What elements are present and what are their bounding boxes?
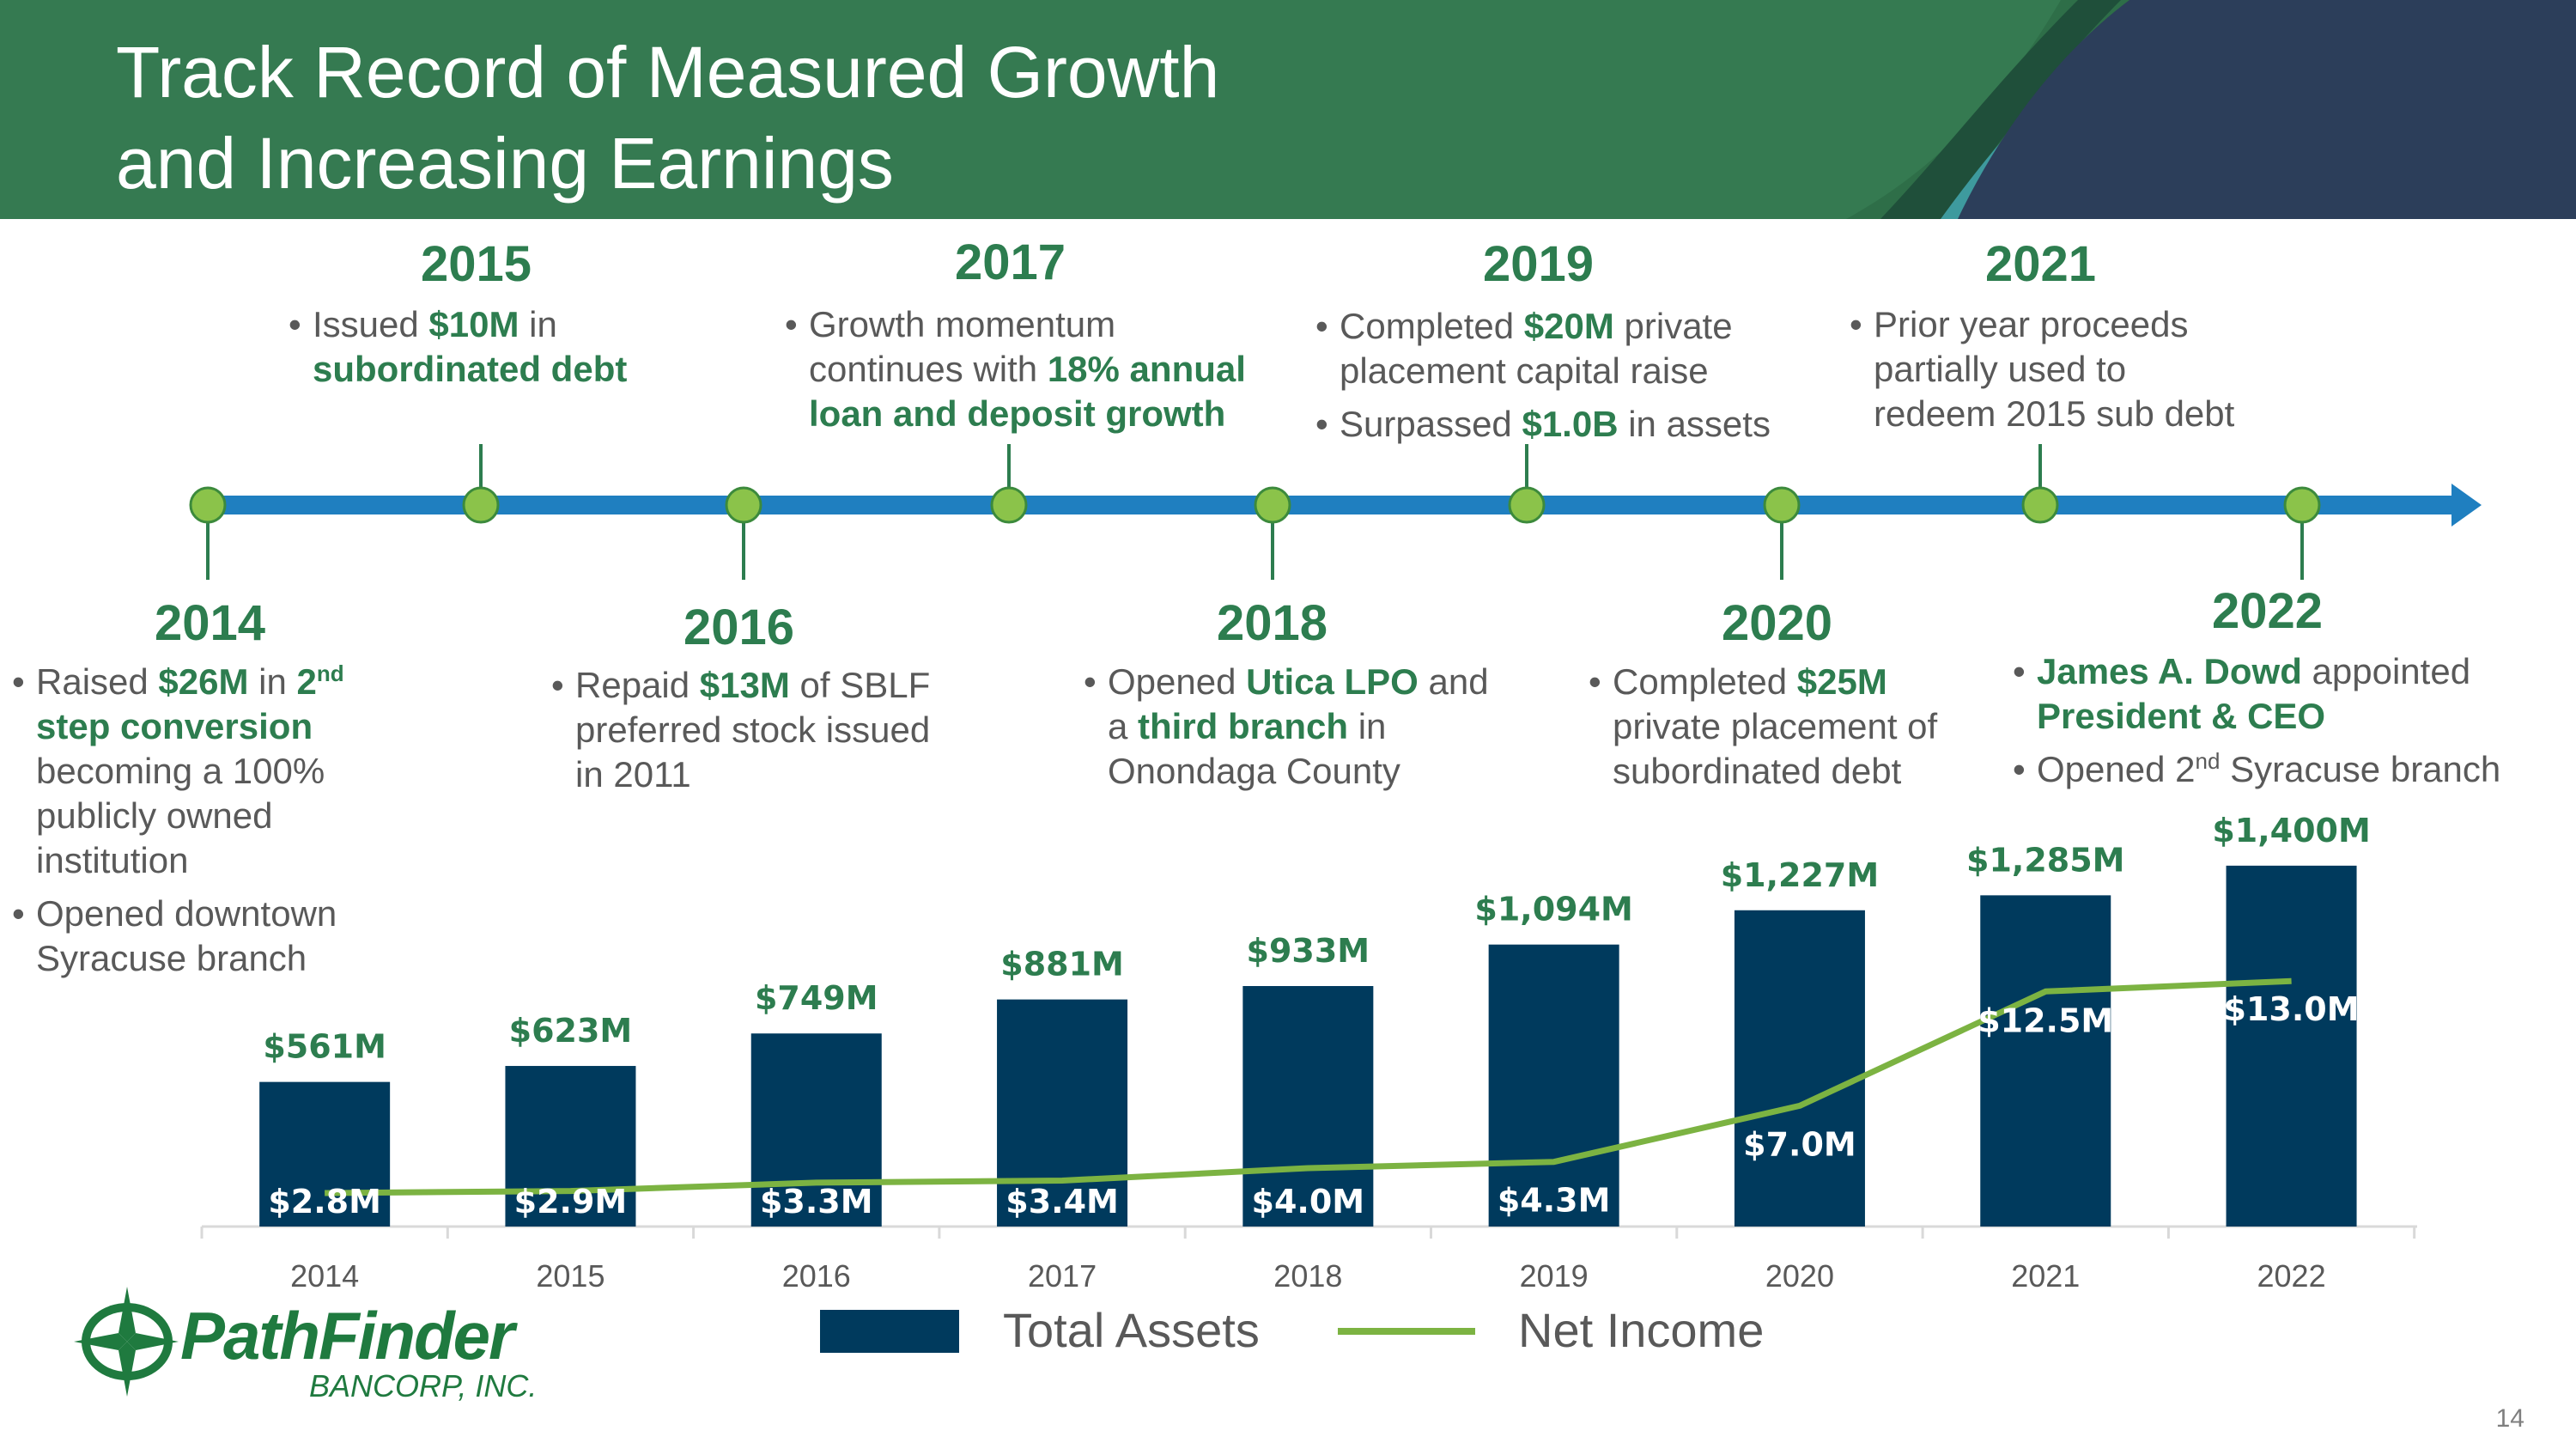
total-assets-bar-2017 [997, 999, 1128, 1227]
note-2020-bullet-1: Completed $25M private placement of subo… [1589, 660, 1984, 794]
total-assets-label-2019: $1,094M [1474, 891, 1632, 928]
total-assets-label-2014: $561M [263, 1028, 386, 1066]
net-income-label-2017: $3.4M [1005, 1183, 1119, 1221]
pathfinder-logo: PathFinder BANCORP, INC. [69, 1280, 584, 1409]
net-income-line [325, 977, 2292, 1196]
note-2016-bullet-1: Repaid $13M of SBLF preferred stock issu… [551, 663, 946, 797]
legend-net-income-label: Net Income [1518, 1303, 1765, 1357]
timeline-year-2021: 2021 [1985, 236, 2097, 292]
page-title-line-1: Track Record of Measured Growth [116, 32, 1220, 113]
timeline-note-2014: Raised $26M in 2nd step conversion becom… [12, 660, 381, 989]
net-income-label-2021: $12.5M [1978, 1002, 2113, 1039]
timeline-note-2022: James A. Dowd appointed President & CEO … [2013, 649, 2528, 801]
total-assets-bar-2019 [1488, 944, 1619, 1227]
timeline-node-2022 [2283, 486, 2321, 524]
x-tick-label-2016: 2016 [782, 1258, 851, 1294]
timeline-node-2015 [462, 486, 500, 524]
total-assets-label-2021: $1,285M [1966, 841, 2124, 879]
timeline-note-2017: Growth momentum continues with 18% annua… [785, 302, 1266, 445]
net-income-label-2018: $4.0M [1252, 1183, 1365, 1221]
net-income-label-2022: $13.0M [2224, 990, 2360, 1028]
x-tick-label-2015: 2015 [536, 1258, 605, 1294]
page-title-line-2: and Increasing Earnings [116, 123, 894, 204]
timeline-node-2016 [725, 486, 762, 524]
timeline-node-2020 [1763, 486, 1801, 524]
timeline-note-2019: Completed $20M private placement capital… [1315, 304, 1788, 455]
x-tick-label-2020: 2020 [1765, 1258, 1834, 1294]
note-2014-bullet-1: Raised $26M in 2nd step conversion becom… [12, 660, 381, 883]
net-income-label-2020: $7.0M [1743, 1125, 1856, 1163]
net-income-label-2014: $2.8M [268, 1183, 381, 1221]
timeline-note-2020: Completed $25M private placement of subo… [1589, 660, 1984, 802]
timeline-node-2018 [1254, 486, 1291, 524]
timeline-arrow-head [2451, 484, 2482, 527]
timeline-node-2017 [990, 486, 1028, 524]
total-assets-label-2020: $1,227M [1721, 856, 1879, 894]
net-income-label-2016: $3.3M [760, 1183, 873, 1221]
timeline-note-2021: Prior year proceeds partially used to re… [1850, 302, 2236, 445]
legend-total-assets-label: Total Assets [1003, 1303, 1260, 1357]
timeline-note-2015: Issued $10M in subordinated debt [289, 302, 666, 400]
total-assets-label-2015: $623M [509, 1012, 633, 1050]
timeline-year-2014: 2014 [155, 595, 266, 651]
timeline-year-2019: 2019 [1483, 236, 1595, 292]
x-tick-label-2017: 2017 [1028, 1258, 1097, 1294]
note-2022-bullet-2: Opened 2nd Syracuse branch [2013, 747, 2528, 792]
total-assets-bar-2021 [1980, 895, 2111, 1227]
header-background [0, 0, 2576, 219]
note-2021-bullet-1: Prior year proceeds partially used to re… [1850, 302, 2236, 436]
timeline-year-2022: 2022 [2212, 583, 2324, 639]
timeline-year-2020: 2020 [1722, 595, 1833, 651]
x-tick-label-2022: 2022 [2257, 1258, 2326, 1294]
compass-logo-icon [74, 1287, 179, 1397]
timeline-graphic [189, 444, 2482, 580]
note-2019-bullet-2: Surpassed $1.0B in assets [1315, 402, 1788, 447]
timeline-node-2021 [2021, 486, 2059, 524]
note-2018-bullet-1: Opened Utica LPO and a third branch in O… [1084, 660, 1513, 794]
note-2014-bullet-2: Opened downtown Syracuse branch [12, 892, 381, 981]
total-assets-bar-2018 [1242, 986, 1374, 1227]
timeline-arrow-shaft [202, 496, 2451, 514]
x-tick-label-2019: 2019 [1520, 1258, 1589, 1294]
x-tick-label-2018: 2018 [1273, 1258, 1342, 1294]
page-number: 14 [2495, 1404, 2524, 1433]
total-assets-label-2022: $1,400M [2212, 812, 2370, 849]
total-assets-bar-2016 [750, 1033, 882, 1227]
note-2019-bullet-1: Completed $20M private placement capital… [1315, 304, 1788, 393]
timeline-year-2016: 2016 [683, 600, 795, 655]
timeline-node-2019 [1508, 486, 1546, 524]
legend-total-assets-swatch [820, 1310, 959, 1353]
net-income-label-2015: $2.9M [514, 1183, 628, 1221]
total-assets-bar-2014 [259, 1081, 391, 1227]
total-assets-bar-2022 [2226, 865, 2357, 1227]
timeline-year-2017: 2017 [955, 234, 1066, 290]
timeline-note-2018: Opened Utica LPO and a third branch in O… [1084, 660, 1513, 802]
net-income-label-2019: $4.3M [1498, 1182, 1611, 1220]
total-assets-label-2017: $881M [1000, 946, 1124, 983]
total-assets-bar-2015 [505, 1066, 636, 1227]
timeline-note-2016: Repaid $13M of SBLF preferred stock issu… [551, 663, 946, 806]
timeline-year-2015: 2015 [421, 236, 532, 292]
logo-subtitle: BANCORP, INC. [309, 1368, 538, 1403]
total-assets-label-2018: $933M [1247, 932, 1370, 970]
logo-wordmark: PathFinder [180, 1298, 514, 1373]
header-banner: Track Record of Measured Growth and Incr… [0, 0, 2576, 219]
total-assets-label-2016: $749M [755, 979, 878, 1017]
total-assets-bar-2020 [1734, 910, 1865, 1227]
timeline-year-2018: 2018 [1217, 595, 1328, 651]
timeline-node-2014 [189, 486, 227, 524]
note-2017-bullet-1: Growth momentum continues with 18% annua… [785, 302, 1266, 436]
x-tick-label-2021: 2021 [2011, 1258, 2080, 1294]
x-tick-label-2014: 2014 [290, 1258, 359, 1294]
note-2022-bullet-1: James A. Dowd appointed President & CEO [2013, 649, 2528, 739]
note-2015-bullet-1: Issued $10M in subordinated debt [289, 302, 666, 392]
